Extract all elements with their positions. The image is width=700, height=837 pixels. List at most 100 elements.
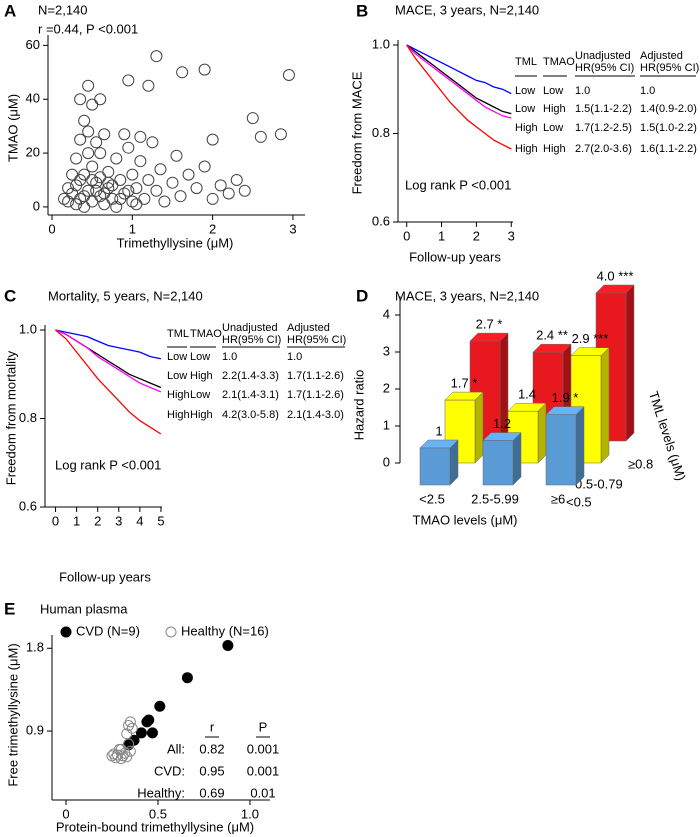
table-cell: 1.0 — [640, 85, 655, 97]
point — [142, 79, 155, 92]
y-tick-label: 1.8 — [26, 640, 44, 655]
point — [222, 640, 234, 652]
table-cell: Low — [190, 389, 210, 401]
table-header: HR(95% CI) — [640, 62, 699, 74]
survival-curve — [406, 44, 512, 115]
point — [134, 155, 147, 168]
survival-curve — [406, 44, 512, 119]
point — [170, 149, 183, 162]
y-axis-label: Hazard ratio — [351, 370, 366, 441]
panel-letter: B — [356, 1, 368, 20]
y-tick-label: 0.6 — [372, 213, 390, 228]
table-cell: 4.2(3.0-5.8) — [222, 409, 279, 421]
table-header: r — [210, 719, 215, 734]
x-tick-label: ≥6 — [551, 491, 565, 506]
point — [58, 192, 71, 205]
panel-letter: C — [4, 286, 16, 305]
panel-letter: D — [356, 286, 368, 305]
point — [108, 748, 120, 760]
point — [126, 722, 138, 734]
point — [154, 700, 166, 712]
y-tick-label: 0.6 — [19, 498, 37, 513]
bar-side — [537, 402, 547, 464]
y-tick-label: 0 — [383, 454, 390, 469]
table-cell: 1.5(1.0-2.2) — [640, 122, 697, 134]
table-header: TML — [515, 56, 537, 68]
point — [74, 93, 87, 106]
point — [74, 133, 87, 146]
x-tick-label: 1 — [129, 221, 136, 236]
point — [182, 168, 195, 181]
depth-category-label: 0.5-0.79 — [575, 476, 623, 491]
x-tick-label: 3 — [508, 228, 515, 243]
table-cell: Low — [515, 103, 535, 115]
table-header: TMAO — [190, 328, 222, 340]
table-cell: 1.7(1.1-2.6) — [287, 370, 344, 382]
point — [122, 141, 135, 154]
y-tick-label: 0.8 — [372, 125, 390, 140]
point — [102, 165, 115, 178]
table-cell: Low — [543, 85, 563, 97]
table-cell: 1.0 — [575, 85, 590, 97]
point — [62, 182, 75, 195]
table-cell: High — [190, 409, 213, 421]
table-cell: 2.1(1.4-3.1) — [222, 389, 279, 401]
point — [114, 192, 127, 205]
point — [90, 136, 103, 149]
x-tick-label: 2 — [473, 228, 480, 243]
y-tick-label: 3 — [383, 343, 390, 358]
point — [78, 114, 91, 127]
x-tick-label: 0 — [52, 513, 59, 528]
x-axis-label: Protein-bound trimethyllysine (μM) — [56, 819, 254, 834]
table-cell: Low — [167, 370, 187, 382]
table-cell: High — [167, 389, 190, 401]
annotation: Log rank P <0.001 — [55, 457, 161, 472]
point — [94, 93, 107, 106]
survival-curve — [55, 329, 162, 360]
value-label: 2.4 ** — [536, 328, 568, 343]
x-tick-label: 2 — [209, 221, 216, 236]
legend-label: CVD (N=9) — [76, 623, 140, 638]
chart-title: MACE, 3 years, N=2,140 — [395, 288, 539, 303]
point — [98, 128, 111, 141]
bar — [419, 447, 451, 486]
x-tick-label: 2 — [94, 513, 101, 528]
point — [135, 727, 147, 739]
point — [86, 195, 99, 208]
x-tick-label: 1 — [73, 513, 80, 528]
y-axis-label: Freedom from mortality — [3, 350, 18, 485]
y-axis-label: Free trimethyllysine (μM) — [5, 643, 20, 786]
point — [130, 198, 143, 211]
point — [150, 50, 163, 63]
point — [126, 168, 139, 181]
chart-title: N=2,140 — [38, 2, 88, 17]
table-cell: 1.0 — [287, 351, 302, 363]
point — [198, 63, 211, 76]
x-axis-label: Follow-up years — [409, 249, 501, 264]
table-cell: 1.0 — [222, 351, 237, 363]
point — [138, 192, 151, 205]
value-label: 1 — [435, 423, 442, 438]
y-tick-label: 2 — [383, 380, 390, 395]
panel-letter: E — [4, 599, 15, 618]
x-tick-label: 5 — [157, 513, 164, 528]
point — [102, 176, 115, 189]
table-cell: Healthy: — [137, 785, 185, 800]
survival-curve — [406, 44, 512, 150]
value-label: 1.7 * — [451, 376, 478, 391]
x-tick-label: 0 — [62, 806, 69, 821]
table-header: Adjusted — [640, 50, 683, 62]
table-header: HR(95% CI) — [575, 62, 634, 74]
point — [86, 160, 99, 173]
point — [82, 147, 95, 160]
point — [110, 152, 123, 165]
table-cell: 0.001 — [247, 763, 280, 778]
x-tick-label: 1 — [438, 228, 445, 243]
point — [66, 168, 79, 181]
point — [174, 190, 187, 203]
point — [122, 184, 135, 197]
value-label: 4.0 *** — [597, 268, 634, 283]
table-header: Unadjusted — [575, 50, 631, 62]
point — [150, 184, 163, 197]
point — [176, 66, 189, 79]
